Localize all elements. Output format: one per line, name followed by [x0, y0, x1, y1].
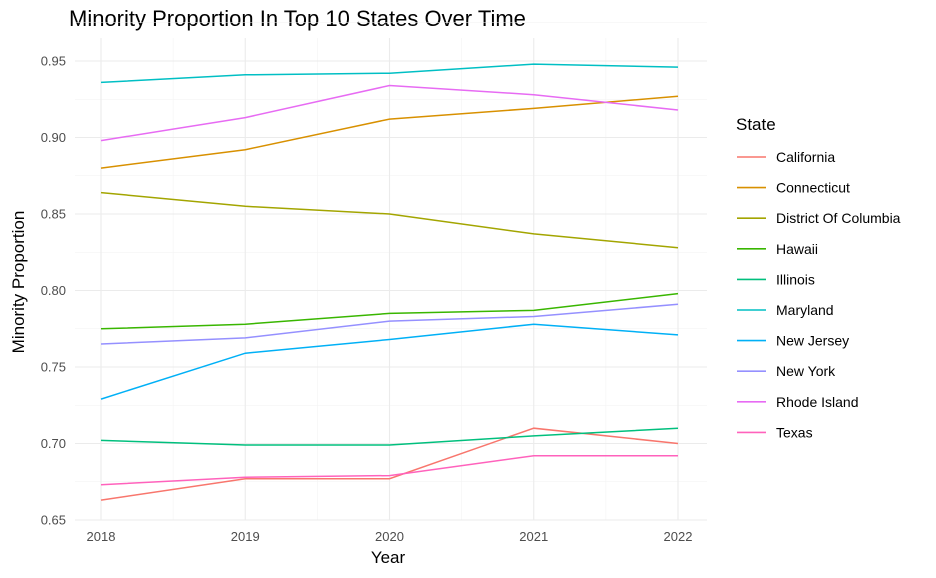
legend-label-texas: Texas [776, 424, 813, 440]
x-tick-label: 2019 [231, 529, 260, 544]
y-axis-title: Minority Proportion [9, 211, 28, 354]
chart-title: Minority Proportion In Top 10 States Ove… [69, 6, 526, 31]
legend-label-california: California [776, 149, 835, 165]
series-lines [100, 63, 679, 501]
series-line-texas [100, 454, 678, 486]
series-line-illinois [100, 427, 679, 446]
x-tick-label: 2020 [375, 529, 404, 544]
legend-label-maryland: Maryland [776, 302, 834, 318]
legend-label-illinois: Illinois [776, 271, 815, 287]
major-gridlines [75, 38, 707, 521]
x-axis-title: Year [371, 548, 406, 567]
legend-title: State [736, 115, 776, 134]
y-tick-label: 0.95 [41, 54, 66, 69]
y-tick-label: 0.75 [41, 360, 66, 375]
x-tick-label: 2021 [519, 529, 548, 544]
x-tick-label: 2018 [87, 529, 116, 544]
y-tick-label: 0.80 [41, 283, 66, 298]
legend-items: California Connecticut District Of Columbi… [737, 149, 901, 440]
x-tick-label: 2022 [664, 529, 693, 544]
x-axis-ticks: 2018 2019 2020 2021 2022 [87, 529, 693, 544]
y-axis-ticks: 0.65 0.70 0.75 0.80 0.85 0.90 0.95 [41, 54, 66, 528]
y-tick-label: 0.65 [41, 513, 66, 528]
series-line-new-jersey [100, 323, 679, 400]
series-line-district-of-columbia [100, 191, 679, 249]
y-tick-label: 0.70 [41, 436, 66, 451]
y-tick-label: 0.90 [41, 130, 66, 145]
series-line-hawaii [100, 292, 679, 330]
legend-label-connecticut: Connecticut [776, 180, 850, 196]
legend-label-new-york: New York [776, 363, 836, 379]
legend: State California Connecticut District Of C… [736, 115, 901, 440]
minor-gridlines [75, 22, 707, 520]
legend-label-rhode-island: Rhode Island [776, 394, 859, 410]
series-line-rhode-island [100, 84, 679, 142]
legend-label-district-of-columbia: District Of Columbia [776, 210, 901, 226]
y-tick-label: 0.85 [41, 207, 66, 222]
series-line-maryland [100, 63, 679, 84]
series-line-new-york [100, 303, 679, 345]
legend-label-new-jersey: New Jersey [776, 333, 849, 349]
legend-label-hawaii: Hawaii [776, 241, 818, 257]
series-line-connecticut [100, 95, 679, 169]
